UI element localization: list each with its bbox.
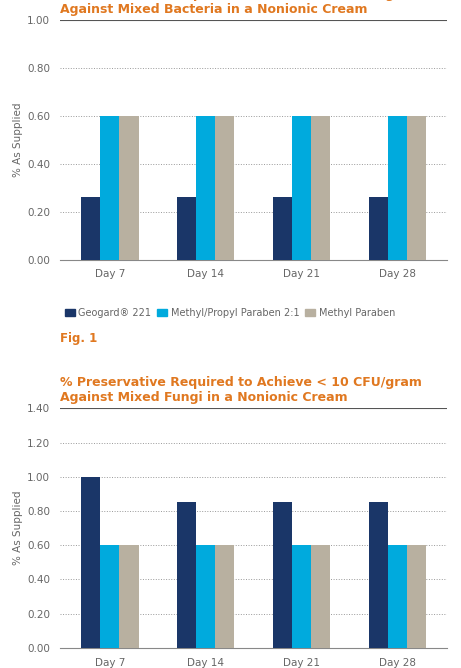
Bar	[407, 545, 426, 648]
Y-axis label: % As Supplied: % As Supplied	[13, 491, 23, 565]
Bar	[100, 116, 119, 260]
Bar	[196, 545, 215, 648]
Y-axis label: % As Supplied: % As Supplied	[13, 103, 23, 177]
Bar	[119, 116, 138, 260]
Bar	[369, 197, 388, 260]
Bar	[215, 545, 234, 648]
Bar	[388, 116, 407, 260]
Bar	[311, 116, 330, 260]
Text: Fig. 1: Fig. 1	[60, 331, 97, 345]
Bar	[177, 502, 196, 648]
Bar	[369, 502, 388, 648]
Bar	[407, 116, 426, 260]
Text: % Preservative Required to Achieve < 10 CFU/gram
Against Mixed Bacteria in a Non: % Preservative Required to Achieve < 10 …	[60, 0, 422, 16]
Bar	[292, 545, 311, 648]
Bar	[81, 197, 100, 260]
Bar	[311, 545, 330, 648]
Bar	[273, 197, 292, 260]
Text: % Preservative Required to Achieve < 10 CFU/gram
Against Mixed Fungi in a Nonion: % Preservative Required to Achieve < 10 …	[60, 376, 422, 404]
Legend: Geogard® 221, Methyl/Propyl Paraben 2:1, Methyl Paraben: Geogard® 221, Methyl/Propyl Paraben 2:1,…	[65, 308, 395, 318]
Bar	[292, 116, 311, 260]
Bar	[273, 502, 292, 648]
Bar	[215, 116, 234, 260]
Bar	[81, 477, 100, 648]
Bar	[177, 197, 196, 260]
Bar	[196, 116, 215, 260]
Bar	[388, 545, 407, 648]
Bar	[119, 545, 138, 648]
Bar	[100, 545, 119, 648]
